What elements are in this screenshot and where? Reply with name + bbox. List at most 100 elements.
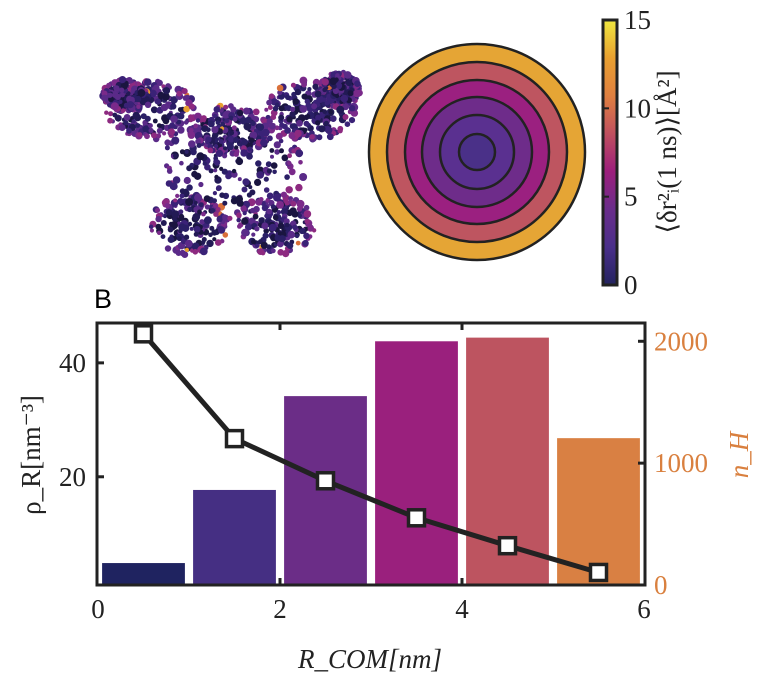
protein-atom [202,161,207,166]
protein-atom [214,144,219,149]
protein-atom [301,81,307,88]
protein-atom [263,187,270,193]
protein-atom [208,232,213,238]
protein-atom [263,228,270,234]
protein-atom [270,204,276,210]
x-tick-label: 4 [455,594,469,624]
protein-atom [250,207,256,214]
protein-atom [207,147,214,154]
protein-atom [270,154,274,159]
protein-atom [228,135,235,143]
protein-atom [296,206,303,212]
protein-atom [164,203,170,209]
protein-atom [214,174,219,180]
protein-atom [162,117,170,125]
protein-atom [223,111,228,116]
protein-atom [148,127,154,134]
protein-atom [282,123,288,130]
protein-atom [262,232,269,239]
protein-atom [270,114,277,120]
y-left-tick-label: 20 [59,462,86,492]
protein-atom [290,106,296,112]
protein-atom [241,228,249,237]
protein-atom [245,116,252,124]
protein-atom [154,207,161,213]
protein-atom [192,213,201,221]
protein-atom [123,114,131,121]
protein-atom [170,103,177,110]
protein-atom [321,78,329,86]
protein-atom [201,240,206,245]
protein-atom [326,93,332,99]
protein-atom [267,135,273,142]
protein-atom [272,214,279,221]
protein-atom [179,160,184,166]
protein-atom [265,161,272,168]
protein-atom [126,95,133,103]
colorbar-tick-label: 5 [624,182,638,212]
protein-atom [287,153,292,159]
colorbar-tick-label: 15 [624,5,651,35]
protein-atom [277,222,284,229]
protein-atom [296,199,305,208]
protein-atom [120,108,126,113]
protein-atom [303,204,310,211]
protein-atom [132,111,140,120]
protein-atom [225,172,232,180]
protein-atom [275,132,283,140]
protein-atom [298,160,303,165]
protein-atom [235,157,244,166]
protein-atom [230,106,237,113]
protein-atom [213,106,221,113]
protein-atom [236,109,244,117]
x-axis-label: R_COM[nm] [297,644,442,674]
protein-atom [152,118,158,124]
protein-atom [217,128,223,134]
protein-atom [151,132,157,139]
protein-atom [208,168,214,174]
bar-line-chart: 0 2 4 6 20 40 0 1000 2000 R_COM[nm] ρ_R[nm⁻³] n_… [16,321,754,674]
protein-atom [261,222,269,230]
protein-atom [190,148,197,156]
protein-atom [215,120,221,125]
protein-atom [347,90,354,97]
protein-atom [136,82,141,86]
protein-atom [153,84,160,91]
protein-atom [165,209,173,216]
protein-atom [209,208,216,214]
protein-atom [318,80,323,85]
protein-atom [252,116,260,123]
protein-atom [104,110,109,115]
protein-atom [131,119,136,124]
protein-atom [246,192,252,198]
protein-atom [107,92,113,98]
colorbar-gradient [601,18,619,287]
protein-atom [177,126,185,134]
protein-atom [154,98,162,105]
line-series [141,332,600,575]
protein-atom [108,111,114,117]
protein-atom [251,232,256,237]
colorbar-tick-label: 0 [624,270,638,300]
protein-atom [256,123,265,131]
protein-atom [106,82,112,88]
protein-atom [147,123,153,129]
protein-atom [255,160,262,167]
protein-atom [332,87,339,95]
protein-atom [185,198,194,206]
protein-atom [179,193,185,199]
protein-atom [203,195,211,203]
protein-atom [246,153,253,160]
protein-atom [118,99,123,105]
protein-atom [176,90,183,97]
protein-atom [277,240,284,248]
protein-atom [178,223,186,231]
protein-atom [215,149,224,157]
protein-atom [205,136,212,143]
ring-6 [457,132,497,172]
protein-atom [314,90,322,98]
protein-atom [233,151,239,157]
protein-atom [179,149,185,155]
protein-atom [156,123,162,128]
protein-atom [281,154,289,162]
